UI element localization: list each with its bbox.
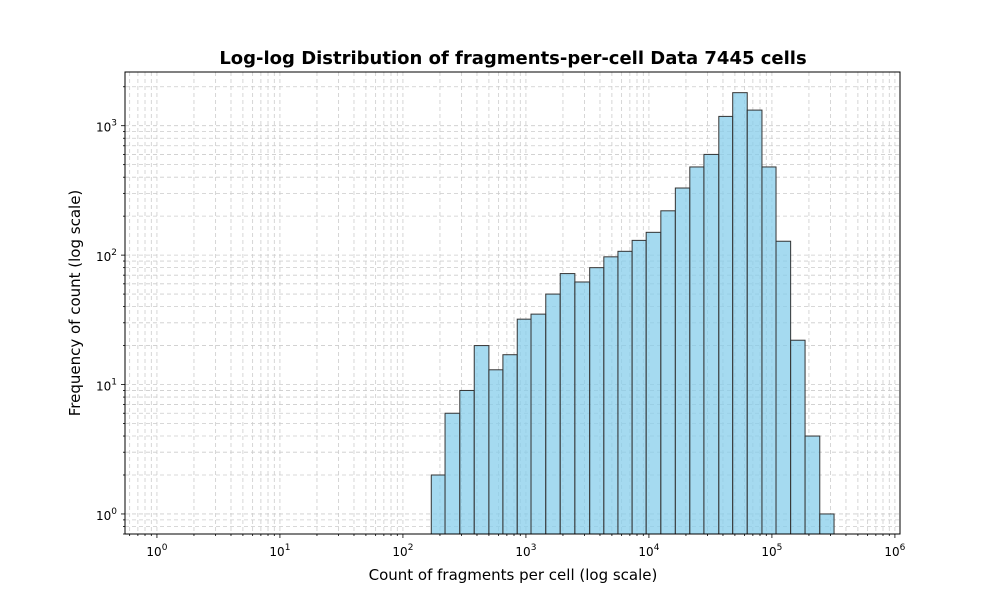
histogram-bar <box>703 153 720 535</box>
histogram-bar <box>545 293 561 535</box>
histogram-bar <box>603 256 619 535</box>
x-tick-label: 100 <box>146 543 167 559</box>
histogram-bar <box>589 267 605 535</box>
plot-area: 100 101 102 103 104 105 106 100 101 102 103 <box>96 71 906 559</box>
x-tick-label: 104 <box>638 543 659 559</box>
histogram-bar <box>430 474 446 535</box>
histogram-bar <box>674 187 691 535</box>
y-tick-label: 102 <box>96 248 117 264</box>
histogram-bar <box>819 513 835 535</box>
x-axis-label: Count of fragments per cell (log scale) <box>369 566 658 584</box>
histogram-bar <box>732 92 748 535</box>
x-tick-label: 106 <box>884 543 905 559</box>
histogram-bar <box>804 435 821 535</box>
histogram-bar <box>660 210 676 535</box>
x-tick-label: 103 <box>515 543 536 559</box>
histogram-bar <box>502 354 518 535</box>
histogram-bar <box>790 339 806 535</box>
axis-ticks: 100 101 102 103 104 105 106 100 101 102 103 <box>96 86 906 559</box>
histogram-bar <box>459 389 475 535</box>
histogram-bar <box>530 313 547 535</box>
histogram-bar <box>516 318 532 535</box>
x-tick-label: 101 <box>269 543 290 559</box>
histogram-bars <box>430 92 835 535</box>
x-tick-label: 102 <box>392 543 413 559</box>
histogram-bar <box>473 345 490 535</box>
histogram-bar <box>746 109 763 535</box>
y-axis-label: Frequency of count (log scale) <box>66 190 84 417</box>
x-tick-label: 105 <box>761 543 782 559</box>
chart-title: Log-log Distribution of fragments-per-ce… <box>219 48 806 69</box>
histogram-bar <box>775 240 792 535</box>
histogram-bar <box>444 412 461 535</box>
histogram-bar <box>718 115 734 535</box>
histogram-bar <box>761 166 777 535</box>
histogram-bar <box>574 281 591 535</box>
histogram-bar <box>689 166 705 535</box>
y-tick-label: 101 <box>96 378 117 394</box>
histogram-bar <box>645 231 662 535</box>
y-tick-label: 103 <box>96 119 117 135</box>
histogram-bar <box>631 239 647 535</box>
axes-frame <box>124 71 901 535</box>
histogram-bar <box>559 273 576 535</box>
y-tick-label: 100 <box>96 507 117 523</box>
histogram-bar <box>488 369 504 535</box>
histogram-bar <box>617 250 633 535</box>
